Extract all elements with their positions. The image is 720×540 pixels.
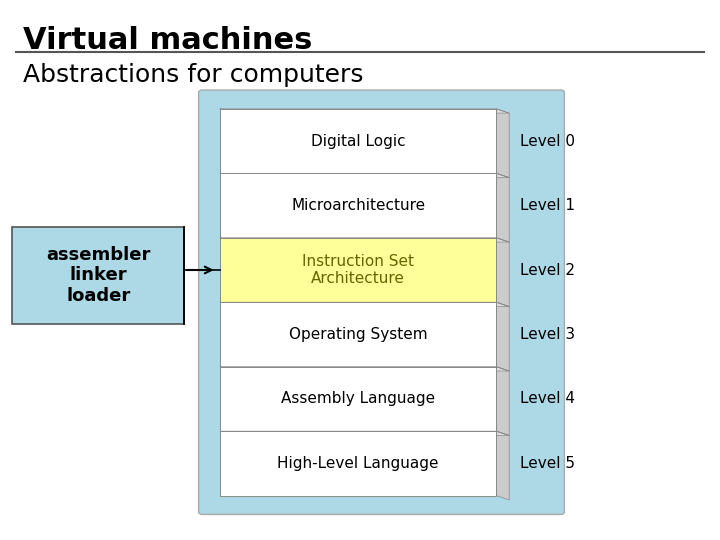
FancyBboxPatch shape [220, 431, 496, 496]
Polygon shape [496, 173, 509, 242]
Text: Level 5: Level 5 [520, 456, 575, 471]
Text: Level 4: Level 4 [520, 392, 575, 407]
Polygon shape [220, 173, 509, 178]
FancyBboxPatch shape [220, 173, 496, 238]
Text: Digital Logic: Digital Logic [311, 133, 405, 148]
Polygon shape [220, 238, 509, 242]
Text: Level 3: Level 3 [520, 327, 575, 342]
Polygon shape [496, 109, 509, 178]
Text: Microarchitecture: Microarchitecture [291, 198, 426, 213]
Polygon shape [220, 431, 509, 435]
Polygon shape [496, 238, 509, 307]
Text: Level 2: Level 2 [520, 262, 575, 278]
Text: assembler
linker
loader: assembler linker loader [46, 246, 150, 305]
FancyBboxPatch shape [199, 90, 564, 515]
Polygon shape [220, 367, 509, 371]
Text: Level 1: Level 1 [520, 198, 575, 213]
FancyBboxPatch shape [220, 302, 496, 367]
Text: High-Level Language: High-Level Language [277, 456, 439, 471]
FancyBboxPatch shape [220, 367, 496, 431]
FancyBboxPatch shape [12, 227, 184, 323]
Polygon shape [220, 302, 509, 307]
Text: Instruction Set
Architecture: Instruction Set Architecture [302, 254, 414, 286]
Polygon shape [496, 302, 509, 371]
Text: Virtual machines: Virtual machines [23, 25, 312, 55]
FancyBboxPatch shape [220, 238, 496, 302]
Polygon shape [220, 109, 509, 113]
FancyBboxPatch shape [220, 109, 496, 173]
Polygon shape [496, 431, 509, 500]
Text: Abstractions for computers: Abstractions for computers [23, 63, 364, 87]
Polygon shape [496, 367, 509, 435]
Text: Level 0: Level 0 [520, 133, 575, 148]
Text: Operating System: Operating System [289, 327, 428, 342]
Text: Assembly Language: Assembly Language [281, 392, 436, 407]
